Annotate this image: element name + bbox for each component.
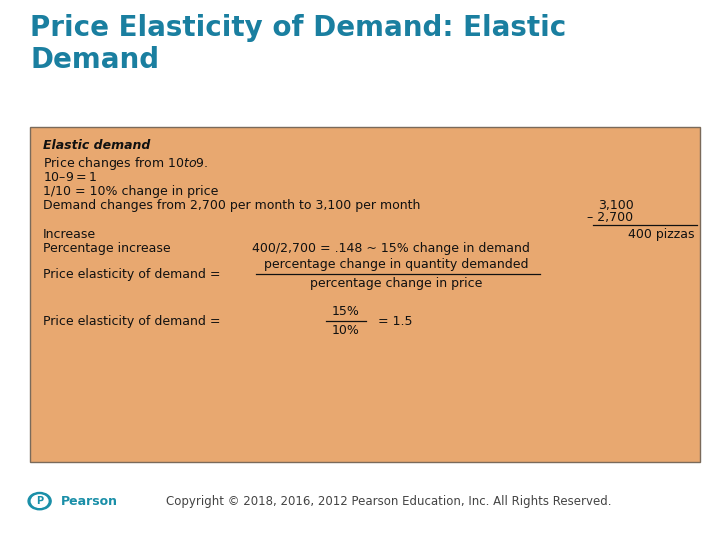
- Circle shape: [28, 492, 51, 510]
- Text: 15%: 15%: [332, 305, 359, 318]
- Text: 1/10 = 10% change in price: 1/10 = 10% change in price: [43, 185, 219, 198]
- Text: Price elasticity of demand =: Price elasticity of demand =: [43, 268, 221, 281]
- Text: Price changes from $10 to $9.: Price changes from $10 to $9.: [43, 154, 209, 172]
- Text: Demand changes from 2,700 per month to 3,100 per month: Demand changes from 2,700 per month to 3…: [43, 199, 420, 212]
- Text: Increase: Increase: [43, 228, 96, 241]
- Text: P: P: [36, 496, 43, 506]
- Text: Pearson: Pearson: [61, 495, 118, 508]
- Text: percentage change in quantity demanded: percentage change in quantity demanded: [264, 258, 528, 271]
- Text: 400 pizzas: 400 pizzas: [629, 228, 695, 241]
- Text: Demand: Demand: [30, 46, 159, 74]
- Text: – 2,700: – 2,700: [588, 211, 634, 224]
- Text: Copyright © 2018, 2016, 2012 Pearson Education, Inc. All Rights Reserved.: Copyright © 2018, 2016, 2012 Pearson Edu…: [166, 495, 611, 508]
- Text: = 1.5: = 1.5: [378, 315, 413, 328]
- Text: $10 – 9 = $1: $10 – 9 = $1: [43, 171, 97, 184]
- Text: Price elasticity of demand =: Price elasticity of demand =: [43, 315, 221, 328]
- Text: percentage change in price: percentage change in price: [310, 277, 482, 290]
- Circle shape: [31, 495, 48, 508]
- FancyBboxPatch shape: [30, 127, 700, 462]
- Text: 10%: 10%: [332, 324, 359, 337]
- Text: Price Elasticity of Demand: Elastic: Price Elasticity of Demand: Elastic: [30, 14, 567, 42]
- Text: Elastic demand: Elastic demand: [43, 139, 150, 152]
- Text: 3,100: 3,100: [598, 199, 634, 212]
- Text: Percentage increase: Percentage increase: [43, 242, 171, 255]
- Text: 400/2,700 = .148 ~ 15% change in demand: 400/2,700 = .148 ~ 15% change in demand: [252, 242, 530, 255]
